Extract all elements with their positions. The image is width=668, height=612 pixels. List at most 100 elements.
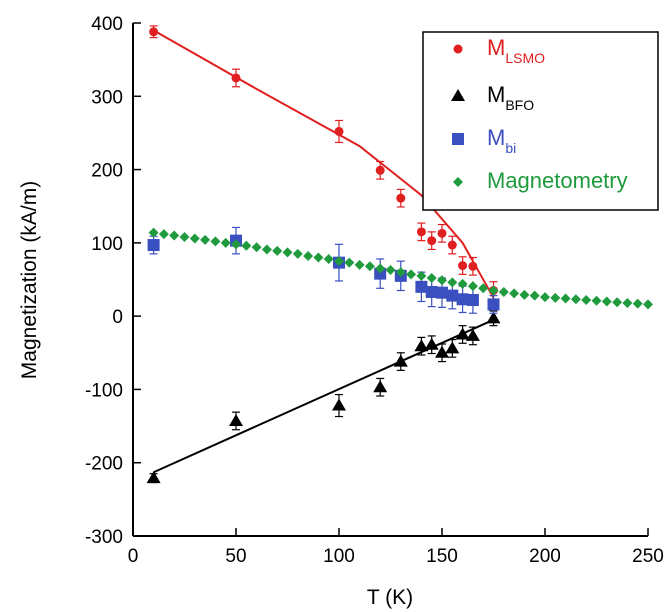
lsmo-point xyxy=(231,73,241,83)
lsmo-point xyxy=(468,261,478,271)
magnetometry-point xyxy=(334,256,344,267)
magnetometry-point xyxy=(591,295,602,306)
magnetometry-point xyxy=(601,296,612,307)
lsmo-point xyxy=(437,228,447,238)
magnetometry-point xyxy=(303,251,314,262)
y-tick-label: 200 xyxy=(91,161,123,182)
magnetometry-point xyxy=(344,257,355,268)
magnetometry-point xyxy=(261,244,272,255)
lsmo-legend-marker xyxy=(453,44,463,54)
bfo-point xyxy=(465,328,480,341)
magnetometry-point xyxy=(406,269,417,280)
lsmo-point xyxy=(427,236,437,246)
y-tick-label: 0 xyxy=(112,307,123,328)
magnetometry-point xyxy=(488,285,499,296)
lsmo-point xyxy=(458,261,468,271)
magnetometry-point xyxy=(478,283,489,294)
x-tick-label: 250 xyxy=(632,546,664,567)
x-tick-label: 150 xyxy=(426,546,458,567)
y-tick-label: 400 xyxy=(91,14,123,35)
legend: MLSMO MBFO Mbi Magnetometry xyxy=(422,31,659,211)
magnetometry-legend-marker xyxy=(453,177,463,187)
bfo-point xyxy=(445,341,460,354)
magnetometry-point xyxy=(498,286,509,297)
magnetometry-point xyxy=(581,295,592,306)
magnetometry-point xyxy=(282,247,293,258)
magnetometry-point xyxy=(323,253,334,264)
magnetometry-point xyxy=(519,289,530,300)
magnetometry-point xyxy=(622,297,633,308)
magnetometry-point xyxy=(189,233,200,244)
x-tick-label: 100 xyxy=(323,546,355,567)
bfo-point xyxy=(393,354,408,367)
lsmo-legend-label: MLSMO xyxy=(487,35,545,66)
axes xyxy=(132,23,648,537)
magnetometry-point xyxy=(509,288,520,299)
bfo-point xyxy=(229,413,243,426)
magnetometry-point xyxy=(447,277,458,288)
bfo-legend-label: MBFO xyxy=(487,82,534,113)
bfo-point xyxy=(486,311,501,324)
lsmo-point xyxy=(416,227,426,237)
magnetometry-point xyxy=(169,230,180,241)
magnetometry-point xyxy=(540,292,550,303)
magnetometry-point xyxy=(292,248,303,259)
magnetometry-point xyxy=(612,297,623,308)
magnetometry-point xyxy=(529,290,540,301)
bfo-legend-marker xyxy=(451,89,465,101)
magnetometry-point xyxy=(210,236,221,247)
bfo-point xyxy=(146,471,161,484)
bfo-fit-line xyxy=(153,318,494,474)
magnetometry-point xyxy=(560,293,571,304)
magnetometry-point xyxy=(158,229,169,240)
bi-legend-label: Mbi xyxy=(487,125,516,156)
bfo-point xyxy=(332,398,346,411)
magnetometry-point xyxy=(395,267,406,278)
magnetometry-point xyxy=(200,234,211,245)
magnetometry-point xyxy=(457,278,468,289)
y-tick-label: 300 xyxy=(91,87,123,108)
bfo-series xyxy=(146,310,501,484)
y-axis-label: Magnetization (kA/m) xyxy=(18,181,41,379)
lsmo-point xyxy=(334,126,344,136)
magnetometry-point xyxy=(220,237,231,248)
magnetometry-point xyxy=(467,281,478,292)
magnetometry-point xyxy=(437,275,447,286)
lsmo-point xyxy=(375,165,385,175)
magnetometry-point xyxy=(313,252,324,263)
magnetometry-point xyxy=(241,240,252,251)
y-tick-label: -100 xyxy=(85,380,123,401)
x-tick-label: 50 xyxy=(225,546,246,567)
bi-point xyxy=(415,280,428,293)
lsmo-point xyxy=(396,193,406,203)
magnetometry-point xyxy=(426,273,437,284)
magnetometry-series xyxy=(148,227,653,310)
lsmo-series xyxy=(149,25,498,300)
magnetometry-point xyxy=(179,231,190,242)
magnetometry-point xyxy=(354,259,365,270)
bi-point xyxy=(487,298,500,311)
magnetometry-point xyxy=(643,299,653,310)
magnetometry-point xyxy=(375,263,386,274)
magnetometry-point xyxy=(570,294,581,305)
magnetometry-point xyxy=(148,227,159,238)
bi-point xyxy=(436,286,448,299)
y-tick-label: -300 xyxy=(85,527,123,548)
magnetometry-point xyxy=(550,292,561,303)
bi-point xyxy=(446,289,459,302)
magnetometry-point xyxy=(272,245,283,256)
plot-area xyxy=(146,25,653,484)
bi-point xyxy=(374,267,387,280)
magnetometry-point xyxy=(632,298,643,309)
magnetometry-point xyxy=(416,270,427,281)
magnetometry-legend-label: Magnetometry xyxy=(487,168,628,193)
lsmo-point xyxy=(149,27,159,37)
legend-box xyxy=(422,31,659,211)
bi-series xyxy=(147,226,500,314)
magnetometry-point xyxy=(231,239,241,250)
bfo-point xyxy=(455,327,470,340)
x-axis-label: T (K) xyxy=(367,586,413,609)
bi-point xyxy=(466,294,479,307)
lsmo-point xyxy=(447,240,457,250)
